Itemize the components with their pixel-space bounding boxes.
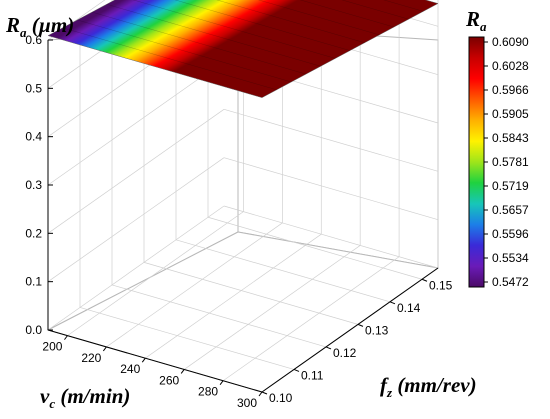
surface-contour — [383, 0, 424, 12]
z-tick-label: 0.0 — [25, 323, 42, 337]
surface-contours — [62, 0, 424, 91]
surface-contour — [62, 27, 277, 91]
grid-line — [79, 307, 295, 370]
grid-line — [111, 284, 327, 348]
grid-line — [106, 222, 283, 348]
grid-line — [143, 262, 359, 325]
y-tick-label: 0.10 — [269, 391, 293, 405]
grid-line — [47, 109, 225, 234]
grid-line — [223, 108, 439, 172]
x-axis-ticks: 200 220 240 260 280 300 — [42, 335, 263, 410]
colorbar-tick-label: 0.5719 — [492, 179, 529, 193]
colorbar-tick-label: 0.5781 — [492, 155, 529, 169]
grid-line — [222, 256, 400, 382]
x-tick-mark — [141, 357, 146, 363]
grid-line — [223, 157, 439, 221]
surface-contour — [77, 19, 292, 83]
surface-contour — [91, 11, 307, 75]
grid-line — [47, 157, 225, 282]
grid-line — [67, 211, 244, 336]
y-tick-mark — [357, 323, 364, 327]
x-tick-mark — [64, 335, 68, 340]
z-tick-label: 0.2 — [25, 226, 42, 240]
grid-line — [47, 60, 225, 186]
x-axis-line — [47, 329, 263, 393]
colorbar-tick-label: 0.5657 — [492, 203, 529, 217]
grid-line — [47, 0, 106, 41]
y-tick-label: 0.13 — [365, 323, 389, 337]
grid-line — [223, 205, 439, 269]
y-tick-label: 0.15 — [429, 278, 453, 292]
surface-contour — [257, 0, 380, 36]
x-tick-label: 240 — [120, 362, 140, 376]
x-tick-mark — [102, 346, 107, 352]
surface-contour — [299, 0, 395, 28]
surface-contour — [132, 0, 336, 59]
grid-line — [47, 205, 225, 331]
surface-contour — [174, 0, 351, 51]
x-tick-mark — [180, 369, 185, 374]
colorbar-tick-label: 0.6028 — [492, 59, 529, 73]
x-tick-label: 220 — [81, 351, 101, 365]
y-tick-mark — [389, 301, 396, 305]
z-tick-label: 0.6 — [25, 33, 42, 47]
grid-line — [145, 233, 322, 359]
x-tick-label: 200 — [42, 340, 62, 354]
x-tick-mark — [219, 380, 224, 386]
x-tick-mark — [258, 391, 263, 397]
grid-line — [175, 239, 391, 303]
grid-line — [207, 216, 423, 280]
colorbar-tick-label: 0.5905 — [492, 107, 529, 121]
y-tick-label: 0.14 — [397, 301, 421, 315]
y-tick-mark — [293, 368, 300, 372]
colorbar-tick-label: 0.5966 — [492, 83, 529, 97]
colorbar-tick-label: 0.5843 — [492, 131, 529, 145]
y-tick-mark — [325, 346, 332, 350]
colorbar-ticks: 0.6090 0.6028 0.5966 0.5905 0.5843 0.5781 0.57… — [484, 35, 529, 289]
colorbar-tick-label: 0.6090 — [492, 35, 529, 49]
colorbar-tick-label: 0.5534 — [492, 251, 529, 265]
surface-contour — [106, 4, 321, 67]
colorbar-tick-label: 0.5472 — [492, 275, 529, 289]
colorbar — [468, 36, 485, 288]
colorbar-tick-label: 0.5596 — [492, 227, 529, 241]
colorbar-title: Ra — [465, 7, 487, 34]
y-tick-label: 0.11 — [301, 368, 324, 382]
z-tick-label: 0.1 — [25, 275, 42, 289]
surface-contour — [216, 0, 365, 43]
grid-lines — [47, 0, 439, 393]
x-tick-label: 260 — [159, 373, 179, 387]
z-tick-label: 0.3 — [25, 178, 42, 192]
x-tick-label: 280 — [198, 385, 218, 399]
x-axis-title: vc (m/min) — [40, 384, 130, 411]
grid-line — [183, 245, 361, 370]
surface-contour — [341, 0, 409, 20]
z-axis-title: Ra (µm) — [5, 13, 74, 40]
y-tick-mark — [261, 391, 268, 395]
y-tick-label: 0.12 — [333, 346, 357, 360]
x-tick-label: 300 — [237, 396, 257, 410]
y-axis-ticks: 0.10 0.11 0.12 0.13 0.14 0.15 — [261, 278, 453, 405]
z-tick-label: 0.4 — [25, 130, 42, 144]
z-axis-ticks: 0.0 0.1 0.2 0.3 0.4 0.5 0.6 — [25, 33, 53, 337]
y-axis-title: fz (mm/rev) — [380, 373, 477, 400]
z-tick-label: 0.5 — [25, 81, 42, 95]
surface-mesh — [47, 0, 439, 98]
y-axis-line — [261, 267, 439, 393]
y-tick-mark — [421, 278, 428, 282]
